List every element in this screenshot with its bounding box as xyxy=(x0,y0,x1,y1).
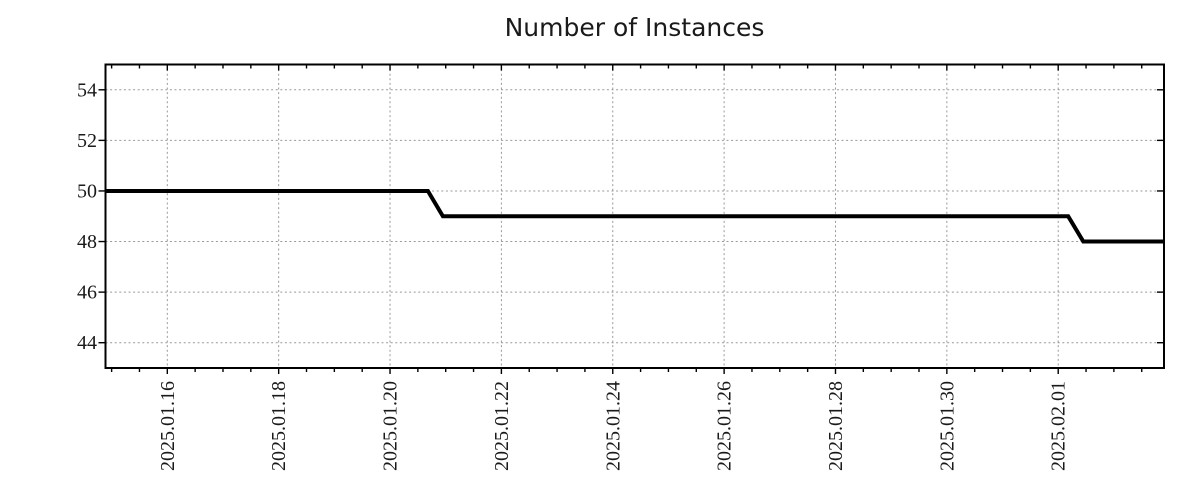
plot-border xyxy=(104,63,1165,369)
series-line-instances xyxy=(105,189,1164,244)
x-tick-label: 2025.01.22 xyxy=(491,381,513,471)
x-tick-label: 2025.01.28 xyxy=(825,381,847,471)
x-tick-label: 2025.01.20 xyxy=(380,381,402,471)
x-tick-label: 2025.02.01 xyxy=(1048,381,1070,471)
x-tick-label: 2025.01.24 xyxy=(602,381,624,471)
x-tick-label: 2025.01.30 xyxy=(936,381,958,471)
y-tick-label: 44 xyxy=(77,332,97,354)
y-tick-label: 52 xyxy=(77,130,97,152)
chart-title: Number of Instances xyxy=(504,13,765,42)
x-tick-label: 2025.01.26 xyxy=(714,381,736,471)
y-tick-label: 46 xyxy=(77,282,97,304)
y-tick-label: 48 xyxy=(77,231,97,253)
x-tick-label: 2025.01.16 xyxy=(157,381,179,471)
y-tick-label: 50 xyxy=(77,180,97,202)
y-tick-label: 54 xyxy=(77,79,97,101)
x-tick-label: 2025.01.18 xyxy=(268,381,290,471)
